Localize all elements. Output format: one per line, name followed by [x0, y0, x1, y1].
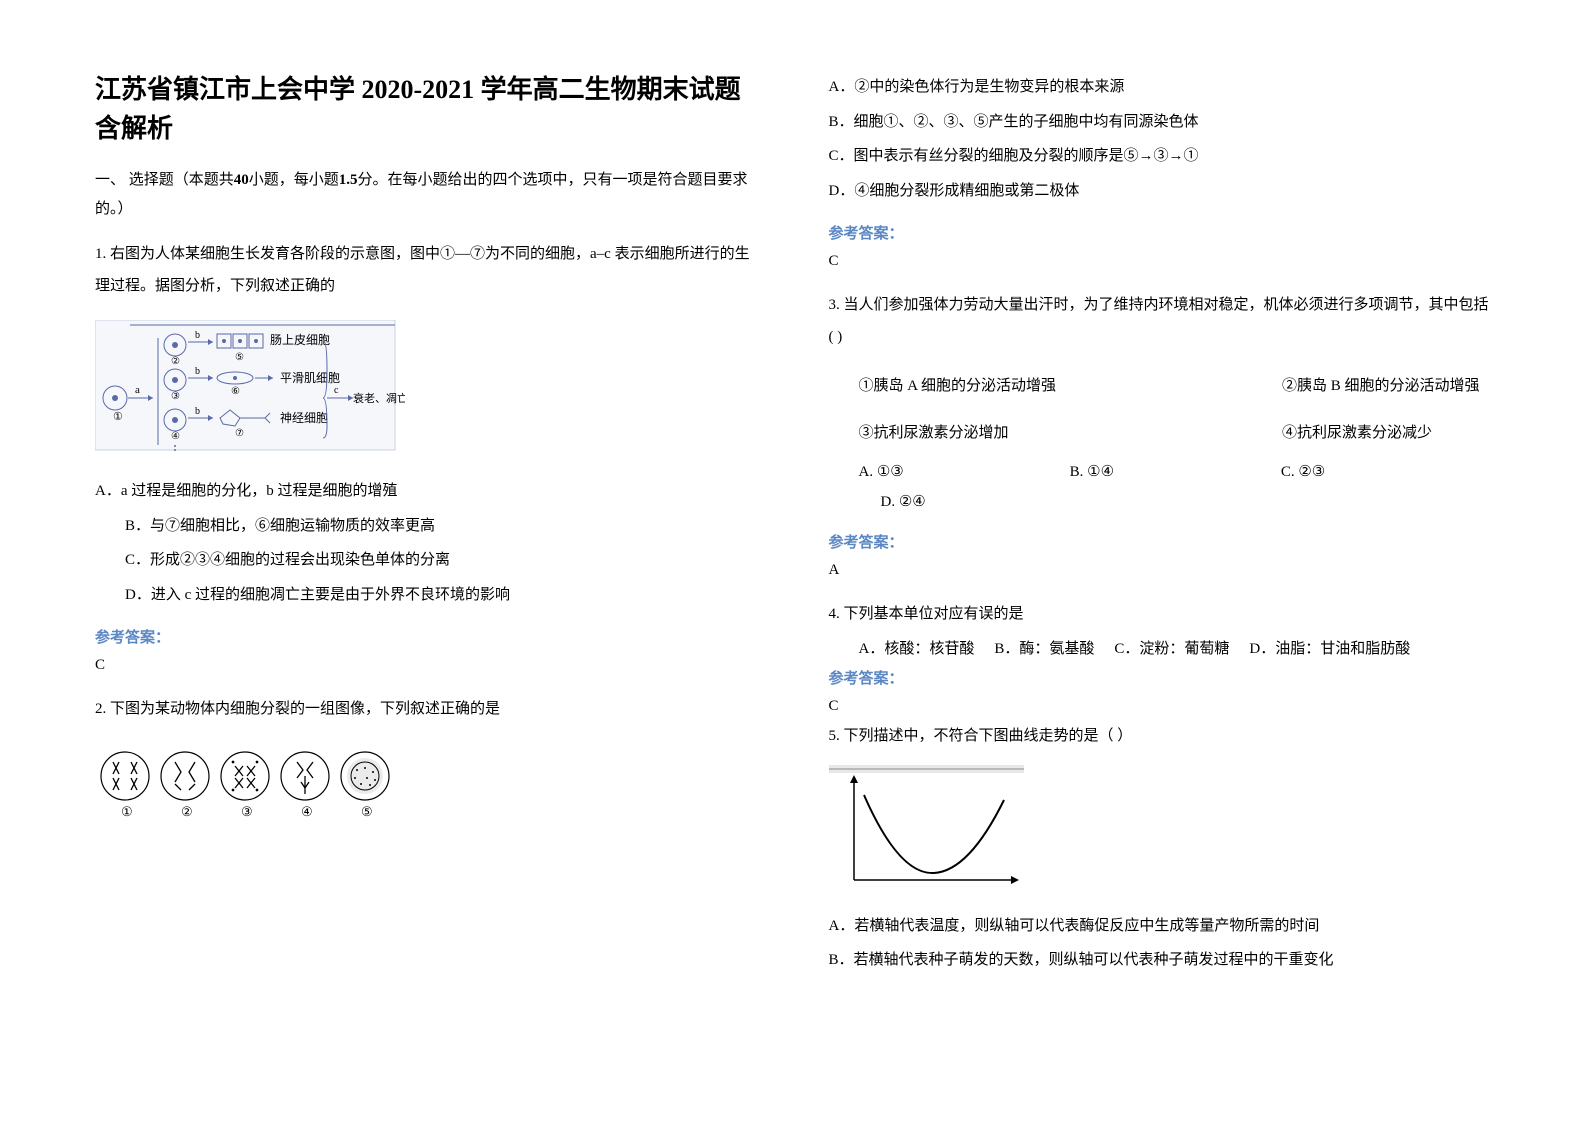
q1-fig-label-1: 肠上皮细胞 — [270, 333, 330, 347]
q2-stem: 2. 下图为某动物体内细胞分裂的一组图像，下列叙述正确的是 — [95, 694, 759, 726]
q1-fig-label-4: 衰老、凋亡 — [353, 391, 405, 405]
q3-s1: ①胰岛 A 细胞的分泌活动增强 — [859, 373, 1283, 400]
q1-opt-a: A．a 过程是细胞的分化，b 过程是细胞的增殖 — [95, 474, 759, 509]
q4-opt-d: D．油脂：甘油和脂肪酸 — [1249, 635, 1410, 664]
page-title: 江苏省镇江市上会中学 2020-2021 学年高二生物期末试题含解析 — [95, 70, 759, 148]
q3-s4: ④抗利尿激素分泌减少 — [1282, 420, 1492, 447]
q1-opt-c: C．形成②③④细胞的过程会出现染色单体的分离 — [125, 543, 759, 578]
q4-opt-c: C．淀粉：葡萄糖 — [1114, 635, 1229, 664]
q1-fig-label-2: 平滑肌细胞 — [280, 371, 340, 385]
svg-text:b: b — [195, 366, 200, 377]
sec-mid: 小题，每小题 — [249, 172, 339, 188]
q5-figure — [829, 765, 1493, 895]
q2-figure: ① ② ③ ④ ⑤ — [95, 744, 759, 824]
sec-prefix: 一、 选择题（本题共 — [95, 172, 234, 188]
q3-answer: A — [829, 562, 1493, 579]
svg-text:②: ② — [181, 804, 193, 819]
q3-opt-a: A. ①③ — [859, 457, 1070, 487]
sec-count: 40 — [234, 172, 249, 188]
svg-text:④: ④ — [301, 804, 313, 819]
svg-text:①: ① — [121, 804, 133, 819]
q3-stem: 3. 当人们参加强体力劳动大量出汗时，为了维持内环境相对稳定，机体必须进行多项调… — [829, 290, 1493, 353]
q4-stem: 4. 下列基本单位对应有误的是 — [829, 599, 1493, 631]
q3-s3: ③抗利尿激素分泌增加 — [859, 420, 1283, 447]
q2-opt-d: D．④细胞分裂形成精细胞或第二极体 — [829, 174, 1493, 209]
svg-text:b: b — [195, 330, 200, 341]
left-column: 江苏省镇江市上会中学 2020-2021 学年高二生物期末试题含解析 一、 选择… — [95, 70, 759, 1052]
q5-opt-a: A．若横轴代表温度，则纵轴可以代表酶促反应中生成等量产物所需的时间 — [829, 909, 1493, 944]
svg-text:⑥: ⑥ — [231, 386, 240, 397]
q2-answer: C — [829, 253, 1493, 270]
q1-answer-label: 参考答案： — [95, 626, 759, 647]
q5-opt-b: B．若横轴代表种子萌发的天数，则纵轴可以代表种子萌发过程中的干重变化 — [829, 943, 1493, 978]
svg-text:③: ③ — [241, 804, 253, 819]
q3-opt-c: C. ②③ — [1281, 457, 1492, 487]
svg-text:⑤: ⑤ — [361, 804, 373, 819]
q2-opt-c: C．图中表示有丝分裂的细胞及分裂的顺序是⑤→③→① — [829, 139, 1493, 174]
q1-figure: ① a ② ③ ④ b b b ⑤ 肠上 — [95, 320, 759, 460]
q1-opt-b: B．与⑦细胞相比，⑥细胞运输物质的效率更高 — [125, 509, 759, 544]
svg-text:③: ③ — [171, 391, 180, 402]
svg-text:b: b — [195, 406, 200, 417]
q3-opt-b: B. ①④ — [1070, 457, 1281, 487]
svg-text:c: c — [334, 385, 339, 396]
svg-text:⑤: ⑤ — [235, 352, 244, 363]
svg-text:a: a — [135, 384, 140, 396]
q3-s2: ②胰岛 B 细胞的分泌活动增强 — [1282, 373, 1492, 400]
svg-text:②: ② — [171, 356, 180, 367]
q2-opt-a: A．②中的染色体行为是生物变异的根本来源 — [829, 70, 1493, 105]
svg-text:①: ① — [113, 411, 123, 423]
q1-opt-d: D．进入 c 过程的细胞凋亡主要是由于外界不良环境的影响 — [125, 578, 759, 613]
q3-opt-d: D. ②④ — [829, 487, 1493, 517]
q3-answer-label: 参考答案： — [829, 531, 1493, 552]
q1-stem: 1. 右图为人体某细胞生长发育各阶段的示意图，图中①—⑦为不同的细胞，a–c 表… — [95, 239, 759, 302]
q4-opt-a: A．核酸：核苷酸 — [859, 635, 975, 664]
q4-opt-b: B．酶：氨基酸 — [994, 635, 1094, 664]
q1-answer: C — [95, 657, 759, 674]
sec-points: 1.5 — [339, 172, 358, 188]
q5-stem: 5. 下列描述中，不符合下图曲线走势的是（ ） — [829, 721, 1493, 753]
q4-answer: C — [829, 698, 1493, 715]
section-1-heading: 一、 选择题（本题共40小题，每小题1.5分。在每小题给出的四个选项中，只有一项… — [95, 166, 759, 223]
q3-opts-row: A. ①③ B. ①④ C. ②③ — [829, 457, 1493, 487]
q2-opt-b: B．细胞①、②、③、⑤产生的子细胞中均有同源染色体 — [829, 105, 1493, 140]
q4-opts: A．核酸：核苷酸 B．酶：氨基酸 C．淀粉：葡萄糖 D．油脂：甘油和脂肪酸 — [829, 635, 1493, 664]
q2-answer-label: 参考答案： — [829, 222, 1493, 243]
svg-text:④: ④ — [171, 431, 180, 442]
q3-stmt-row-2: ③抗利尿激素分泌增加 ④抗利尿激素分泌减少 — [829, 420, 1493, 447]
q3-stmt-row-1: ①胰岛 A 细胞的分泌活动增强 ②胰岛 B 细胞的分泌活动增强 — [829, 373, 1493, 400]
q1-fig-label-3: 神经细胞 — [280, 411, 328, 425]
q4-answer-label: 参考答案： — [829, 667, 1493, 688]
right-column: A．②中的染色体行为是生物变异的根本来源 B．细胞①、②、③、⑤产生的子细胞中均… — [829, 70, 1493, 1052]
svg-text:⑦: ⑦ — [235, 428, 244, 439]
